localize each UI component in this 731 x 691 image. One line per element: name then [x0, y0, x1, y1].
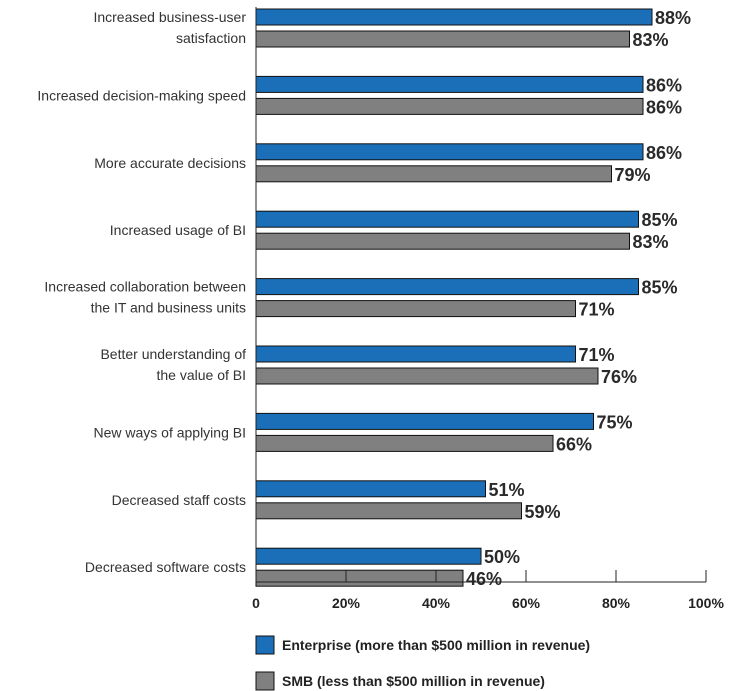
enterprise-value-label: 85% — [642, 278, 678, 298]
category-label: Increased usage of BI — [110, 222, 246, 238]
category-label-line: the value of BI — [156, 367, 246, 383]
enterprise-bar — [255, 8, 653, 26]
legend: Enterprise (more than $500 million in re… — [255, 635, 590, 691]
x-tick-label: 0 — [252, 595, 260, 611]
smb-value-label: 83% — [633, 30, 669, 50]
smb-value-label: 59% — [525, 502, 561, 522]
enterprise-value-label: 75% — [597, 412, 633, 432]
smb-bar — [255, 502, 522, 520]
category-label-line: satisfaction — [176, 30, 246, 46]
smb-value-label: 86% — [646, 97, 682, 117]
category-label: Increased collaboration between the IT an… — [44, 279, 246, 316]
enterprise-value-label: 50% — [484, 547, 520, 567]
enterprise-value-label: 51% — [489, 480, 525, 500]
x-tick-label: 100% — [688, 595, 724, 611]
x-axis: 0 20% 40% 60% 80% 100% — [252, 7, 724, 611]
category-label-line: Decreased staff costs — [112, 492, 246, 508]
category-label-line: Better understanding of — [100, 346, 246, 362]
enterprise-bar — [255, 210, 639, 228]
enterprise-value-label: 85% — [642, 210, 678, 230]
smb-value-label: 66% — [556, 434, 592, 454]
enterprise-bar — [255, 412, 594, 430]
enterprise-value-label: 88% — [655, 8, 691, 28]
legend-label-smb: SMB (less than $500 million in revenue) — [282, 673, 545, 689]
x-tick-label: 60% — [512, 595, 541, 611]
smb-value-label: 79% — [615, 165, 651, 185]
enterprise-bar — [255, 480, 486, 498]
smb-bar — [255, 165, 612, 183]
x-tick-label: 80% — [602, 595, 631, 611]
enterprise-value-label: 71% — [579, 345, 615, 365]
category-label-line: Decreased software costs — [85, 559, 246, 575]
category-label: Better understanding of the value of BI — [100, 346, 246, 383]
enterprise-bar — [255, 547, 482, 565]
category-label-line: the IT and business units — [91, 300, 246, 316]
enterprise-bar — [255, 278, 639, 296]
category-label-line: More accurate decisions — [94, 155, 246, 171]
smb-value-label: 83% — [633, 232, 669, 252]
enterprise-value-label: 86% — [646, 75, 682, 95]
x-tick-label: 20% — [332, 595, 361, 611]
smb-value-label: 76% — [601, 367, 637, 387]
category-label: Decreased software costs — [85, 559, 246, 575]
legend-swatch-smb — [255, 671, 275, 691]
bars — [255, 8, 653, 587]
legend-swatch-enterprise — [255, 635, 275, 655]
smb-bar — [255, 569, 464, 587]
smb-bar — [255, 300, 576, 318]
smb-bar — [255, 434, 554, 452]
category-labels: Increased business-user satisfactionIncre… — [37, 9, 246, 575]
category-label-line: Increased collaboration between — [44, 279, 246, 295]
category-label-line: Increased business-user — [93, 9, 246, 25]
category-label-line: New ways of applying BI — [93, 424, 246, 440]
enterprise-bar — [255, 143, 644, 161]
smb-bar — [255, 97, 644, 115]
smb-value-label: 46% — [466, 569, 502, 589]
smb-bar — [255, 232, 630, 250]
enterprise-bar — [255, 75, 644, 93]
enterprise-value-label: 86% — [646, 143, 682, 163]
enterprise-bar — [255, 345, 576, 363]
smb-bar — [255, 30, 630, 48]
category-label: Decreased staff costs — [112, 492, 246, 508]
smb-bar — [255, 367, 599, 385]
category-label: More accurate decisions — [94, 155, 246, 171]
value-labels: 88%83%86%86%86%79%85%83%85%71%71%76%75%6… — [466, 8, 691, 589]
legend-label-enterprise: Enterprise (more than $500 million in re… — [282, 637, 590, 653]
category-label-line: Increased decision-making speed — [37, 87, 246, 103]
smb-value-label: 71% — [579, 300, 615, 320]
category-label: Increased business-user satisfaction — [93, 9, 246, 46]
x-tick-label: 40% — [422, 595, 451, 611]
category-label-line: Increased usage of BI — [110, 222, 246, 238]
category-label: New ways of applying BI — [93, 424, 246, 440]
category-label: Increased decision-making speed — [37, 87, 246, 103]
